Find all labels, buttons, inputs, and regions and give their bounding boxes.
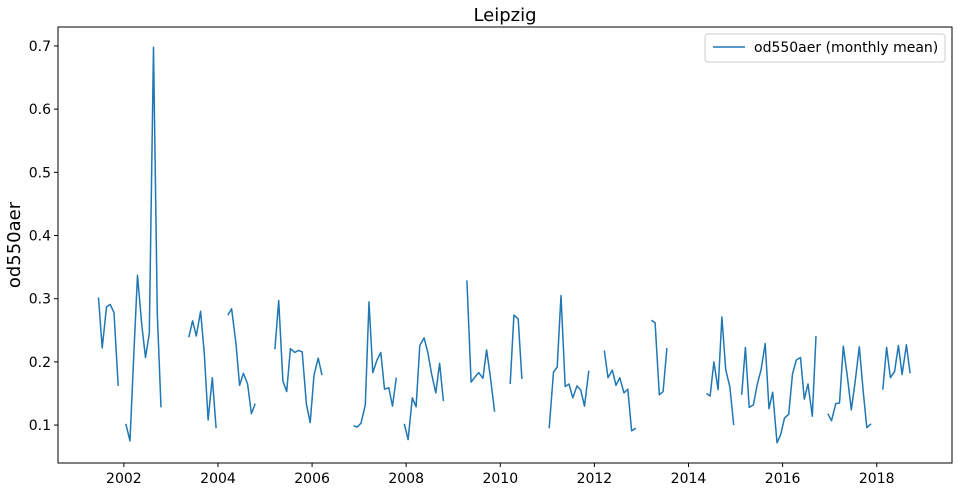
- y-axis-label: od550aer: [4, 201, 25, 288]
- series-line-segment: [509, 314, 523, 385]
- x-tick-label: 2006: [294, 471, 330, 487]
- plot-area: 2002 2004 2006 2008 2010 2012 2014 2016 2018 0.1 0…: [29, 39, 911, 487]
- series-line-segment: [227, 308, 256, 415]
- series-line-segment: [827, 345, 872, 429]
- x-tick-label: 2004: [200, 471, 236, 487]
- chart-title: Leipzig: [473, 5, 536, 26]
- series-line-segment: [650, 319, 668, 396]
- x-tick-label: 2002: [106, 471, 142, 487]
- series-line-segment: [274, 299, 323, 424]
- series-line-segment: [705, 316, 735, 426]
- x-tick-label: 2016: [765, 471, 801, 487]
- legend: od550aer (monthly mean): [704, 33, 946, 63]
- series-line-segment: [353, 301, 398, 428]
- y-tick-label: 0.2: [29, 355, 51, 371]
- series-line-segment: [188, 310, 217, 429]
- series-line-segment: [97, 297, 119, 386]
- y-tick-label: 0.3: [29, 292, 51, 308]
- series-line-segment: [403, 337, 445, 441]
- x-tick-label: 2008: [388, 471, 424, 487]
- legend-series-label: od550aer (monthly mean): [754, 40, 938, 56]
- y-tick-label: 0.1: [29, 418, 51, 434]
- x-tick-label: 2018: [859, 471, 895, 487]
- series-line-segment: [125, 46, 162, 442]
- y-tick-label: 0.6: [29, 102, 51, 118]
- series-line-segment: [466, 280, 496, 412]
- legend-box: [704, 33, 946, 63]
- axes-frame: [57, 26, 953, 464]
- series-line-segment: [740, 335, 817, 444]
- y-tick-label: 0.7: [29, 39, 51, 55]
- x-tick-label: 2014: [671, 471, 707, 487]
- y-tick-label: 0.5: [29, 165, 51, 181]
- x-tick-label: 2012: [577, 471, 613, 487]
- series-line-segment: [882, 344, 911, 390]
- series-line-segment: [548, 294, 590, 429]
- series-line-segment: [603, 350, 637, 432]
- y-tick-label: 0.4: [29, 229, 51, 245]
- x-tick-label: 2010: [482, 471, 518, 487]
